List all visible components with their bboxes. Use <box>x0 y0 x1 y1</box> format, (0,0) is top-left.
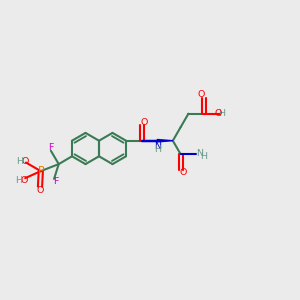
Text: H: H <box>154 145 161 154</box>
Text: O: O <box>214 109 222 118</box>
Text: O: O <box>180 168 187 177</box>
Text: O: O <box>141 118 148 127</box>
Text: O: O <box>21 157 28 166</box>
Text: H: H <box>15 176 22 185</box>
Polygon shape <box>157 140 173 142</box>
Text: H: H <box>16 157 23 166</box>
Text: N: N <box>154 142 161 151</box>
Text: O: O <box>36 186 44 195</box>
Text: P: P <box>38 166 44 176</box>
Text: H: H <box>200 152 207 161</box>
Text: F: F <box>48 143 54 152</box>
Text: H: H <box>218 109 226 118</box>
Text: O: O <box>20 176 28 185</box>
Text: F: F <box>53 177 58 186</box>
Text: N: N <box>196 149 203 158</box>
Text: O: O <box>198 90 205 99</box>
